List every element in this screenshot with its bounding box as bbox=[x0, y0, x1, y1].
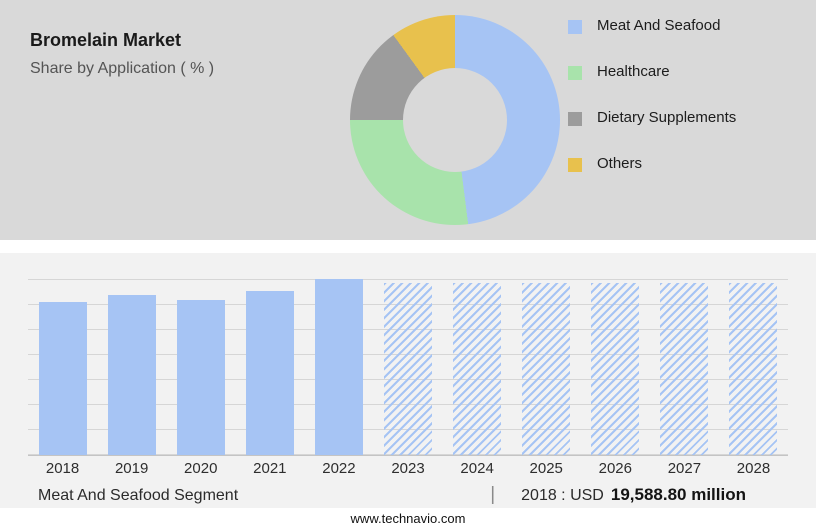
x-tick-label: 2019 bbox=[114, 460, 149, 477]
x-tick-label: 2018 bbox=[45, 460, 80, 477]
bar-slot-2028 bbox=[719, 279, 788, 455]
caption-value-group: | 2018 : USD 19,588.80 million bbox=[490, 484, 746, 506]
bar-2021 bbox=[245, 291, 294, 455]
bar-slot-2020 bbox=[166, 279, 235, 455]
donut-chart bbox=[350, 15, 560, 225]
bar-slot-2023 bbox=[373, 279, 442, 455]
donut-hole bbox=[403, 68, 507, 172]
legend-swatch bbox=[568, 158, 582, 172]
section-divider bbox=[0, 240, 816, 253]
legend-item: Meat And Seafood bbox=[568, 17, 736, 34]
forecast-bar-2027 bbox=[660, 283, 709, 455]
bar-slot-2018 bbox=[28, 279, 97, 455]
x-tick-label: 2023 bbox=[391, 460, 425, 477]
x-tick-label: 2020 bbox=[184, 460, 218, 477]
bar-slot-2026 bbox=[581, 279, 650, 455]
bar-slot-2019 bbox=[97, 279, 166, 455]
bar-2020 bbox=[176, 300, 225, 455]
caption-separator: | bbox=[490, 484, 496, 505]
caption-value: 19,588.80 million bbox=[610, 485, 746, 504]
x-tick-label: 2022 bbox=[322, 460, 356, 477]
bar-slot-2025 bbox=[512, 279, 581, 455]
x-tick-label: 2026 bbox=[598, 460, 632, 477]
legend-label: Dietary Supplements bbox=[597, 109, 737, 126]
bar-2022 bbox=[314, 279, 363, 455]
bar-section: 2018 2019 2020 2021 2022 2023 2024 2025 2026 2027… bbox=[0, 253, 816, 508]
segment-label: Meat And Seafood Segment bbox=[38, 487, 239, 504]
page-title: Bromelain Market bbox=[30, 30, 182, 50]
legend-item: Dietary Supplements bbox=[568, 109, 736, 126]
legend-label: Meat And Seafood bbox=[597, 17, 721, 34]
forecast-bar-2028 bbox=[729, 283, 778, 455]
legend-item: Healthcare bbox=[568, 63, 736, 80]
page-subtitle: Share by Application ( % ) bbox=[30, 60, 215, 77]
x-tick-label: 2024 bbox=[460, 460, 494, 477]
forecast-bar-2024 bbox=[453, 283, 502, 455]
forecast-bar-2026 bbox=[591, 283, 640, 455]
x-tick-label: 2027 bbox=[667, 460, 702, 477]
bar-2019 bbox=[107, 295, 156, 455]
legend: Meat And Seafood Healthcare Dietary Supple… bbox=[568, 17, 736, 201]
bar-slot-2022 bbox=[304, 279, 373, 455]
caption-prefix: 2018 : USD bbox=[521, 487, 604, 504]
bar-chart-wrap bbox=[28, 279, 788, 456]
legend-swatch bbox=[568, 112, 582, 126]
legend-swatch bbox=[568, 66, 582, 80]
footer: www.technavio.com bbox=[0, 508, 816, 528]
x-tick-label: 2028 bbox=[736, 460, 771, 477]
x-axis-labels: 2018 2019 2020 2021 2022 2023 2024 2025 2026 2027… bbox=[28, 460, 788, 477]
bar-slot-2024 bbox=[443, 279, 512, 455]
caption-row: Meat And Seafood Segment | 2018 : USD 19… bbox=[38, 484, 746, 506]
bar-chart bbox=[28, 279, 788, 456]
header-block: Bromelain Market Share by Application ( … bbox=[30, 30, 214, 78]
pie-section: Bromelain Market Share by Application ( … bbox=[0, 0, 816, 240]
forecast-bar-2025 bbox=[522, 283, 571, 455]
x-tick-label: 2021 bbox=[253, 460, 287, 477]
bar-2018 bbox=[38, 302, 87, 455]
footer-url: www.technavio.com bbox=[350, 510, 466, 526]
forecast-bar-2023 bbox=[384, 283, 433, 455]
legend-label: Healthcare bbox=[597, 63, 670, 80]
bar-slot-2027 bbox=[650, 279, 719, 455]
legend-label: Others bbox=[597, 155, 643, 172]
x-tick-label: 2025 bbox=[529, 460, 563, 477]
bar-slot-2021 bbox=[235, 279, 304, 455]
legend-swatch bbox=[568, 20, 582, 34]
legend-item: Others bbox=[568, 155, 736, 172]
